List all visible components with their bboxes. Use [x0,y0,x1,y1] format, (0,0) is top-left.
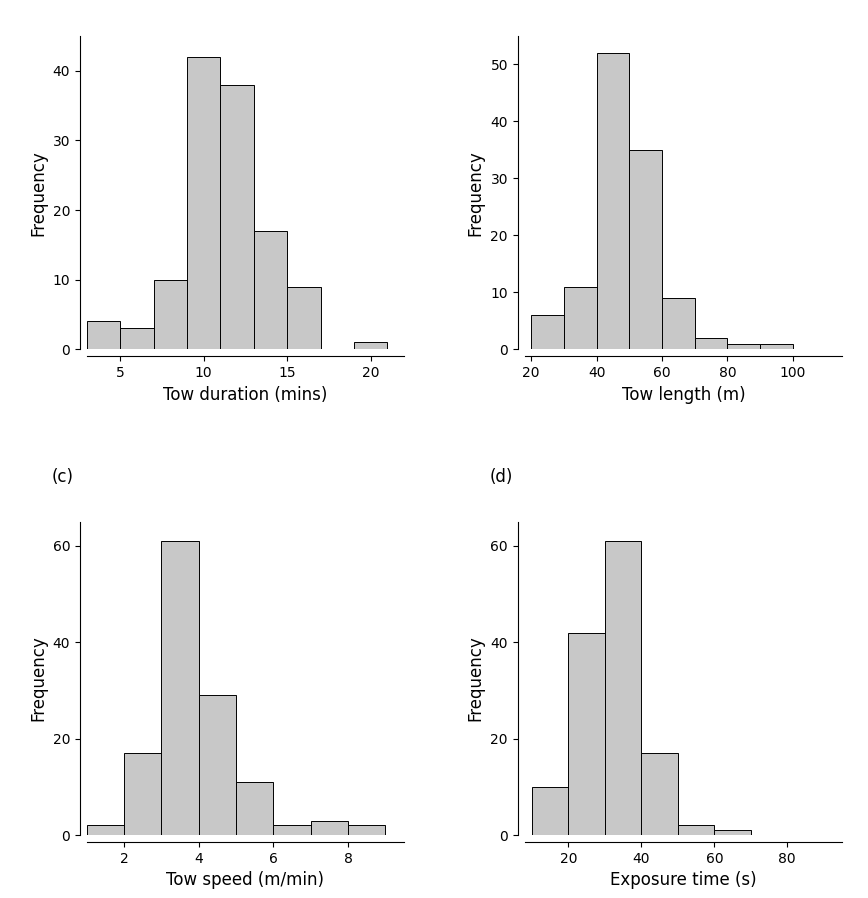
Bar [311,821,348,835]
Bar [220,84,253,349]
Y-axis label: Frequency: Frequency [29,636,47,721]
Y-axis label: Frequency: Frequency [467,150,485,235]
Bar [531,315,564,349]
Bar [287,286,320,349]
Bar [348,825,385,835]
Bar [662,298,694,349]
Text: (d): (d) [490,468,513,486]
Bar [87,825,124,835]
Bar [354,342,387,349]
Bar [564,286,596,349]
Bar [605,541,641,835]
Bar [714,831,751,835]
Bar [87,321,120,349]
Bar [727,344,760,349]
X-axis label: Tow duration (mins): Tow duration (mins) [163,385,327,403]
Bar [154,279,187,349]
Bar [596,53,629,349]
Bar [161,541,199,835]
Bar [253,231,287,349]
Bar [694,338,727,349]
Bar [273,825,311,835]
Y-axis label: Frequency: Frequency [467,636,485,721]
Bar [569,632,605,835]
X-axis label: Tow length (m): Tow length (m) [621,385,745,403]
Bar [629,150,662,349]
Bar [760,344,792,349]
Bar [641,753,678,835]
Bar [236,782,273,835]
Y-axis label: Frequency: Frequency [29,150,47,235]
Bar [124,753,161,835]
Bar [532,787,569,835]
Bar [678,825,714,835]
Text: (c): (c) [52,468,74,486]
Bar [187,57,220,349]
Bar [199,695,236,835]
X-axis label: Tow speed (m/min): Tow speed (m/min) [167,871,325,889]
Bar [120,329,154,349]
X-axis label: Exposure time (s): Exposure time (s) [610,871,757,889]
